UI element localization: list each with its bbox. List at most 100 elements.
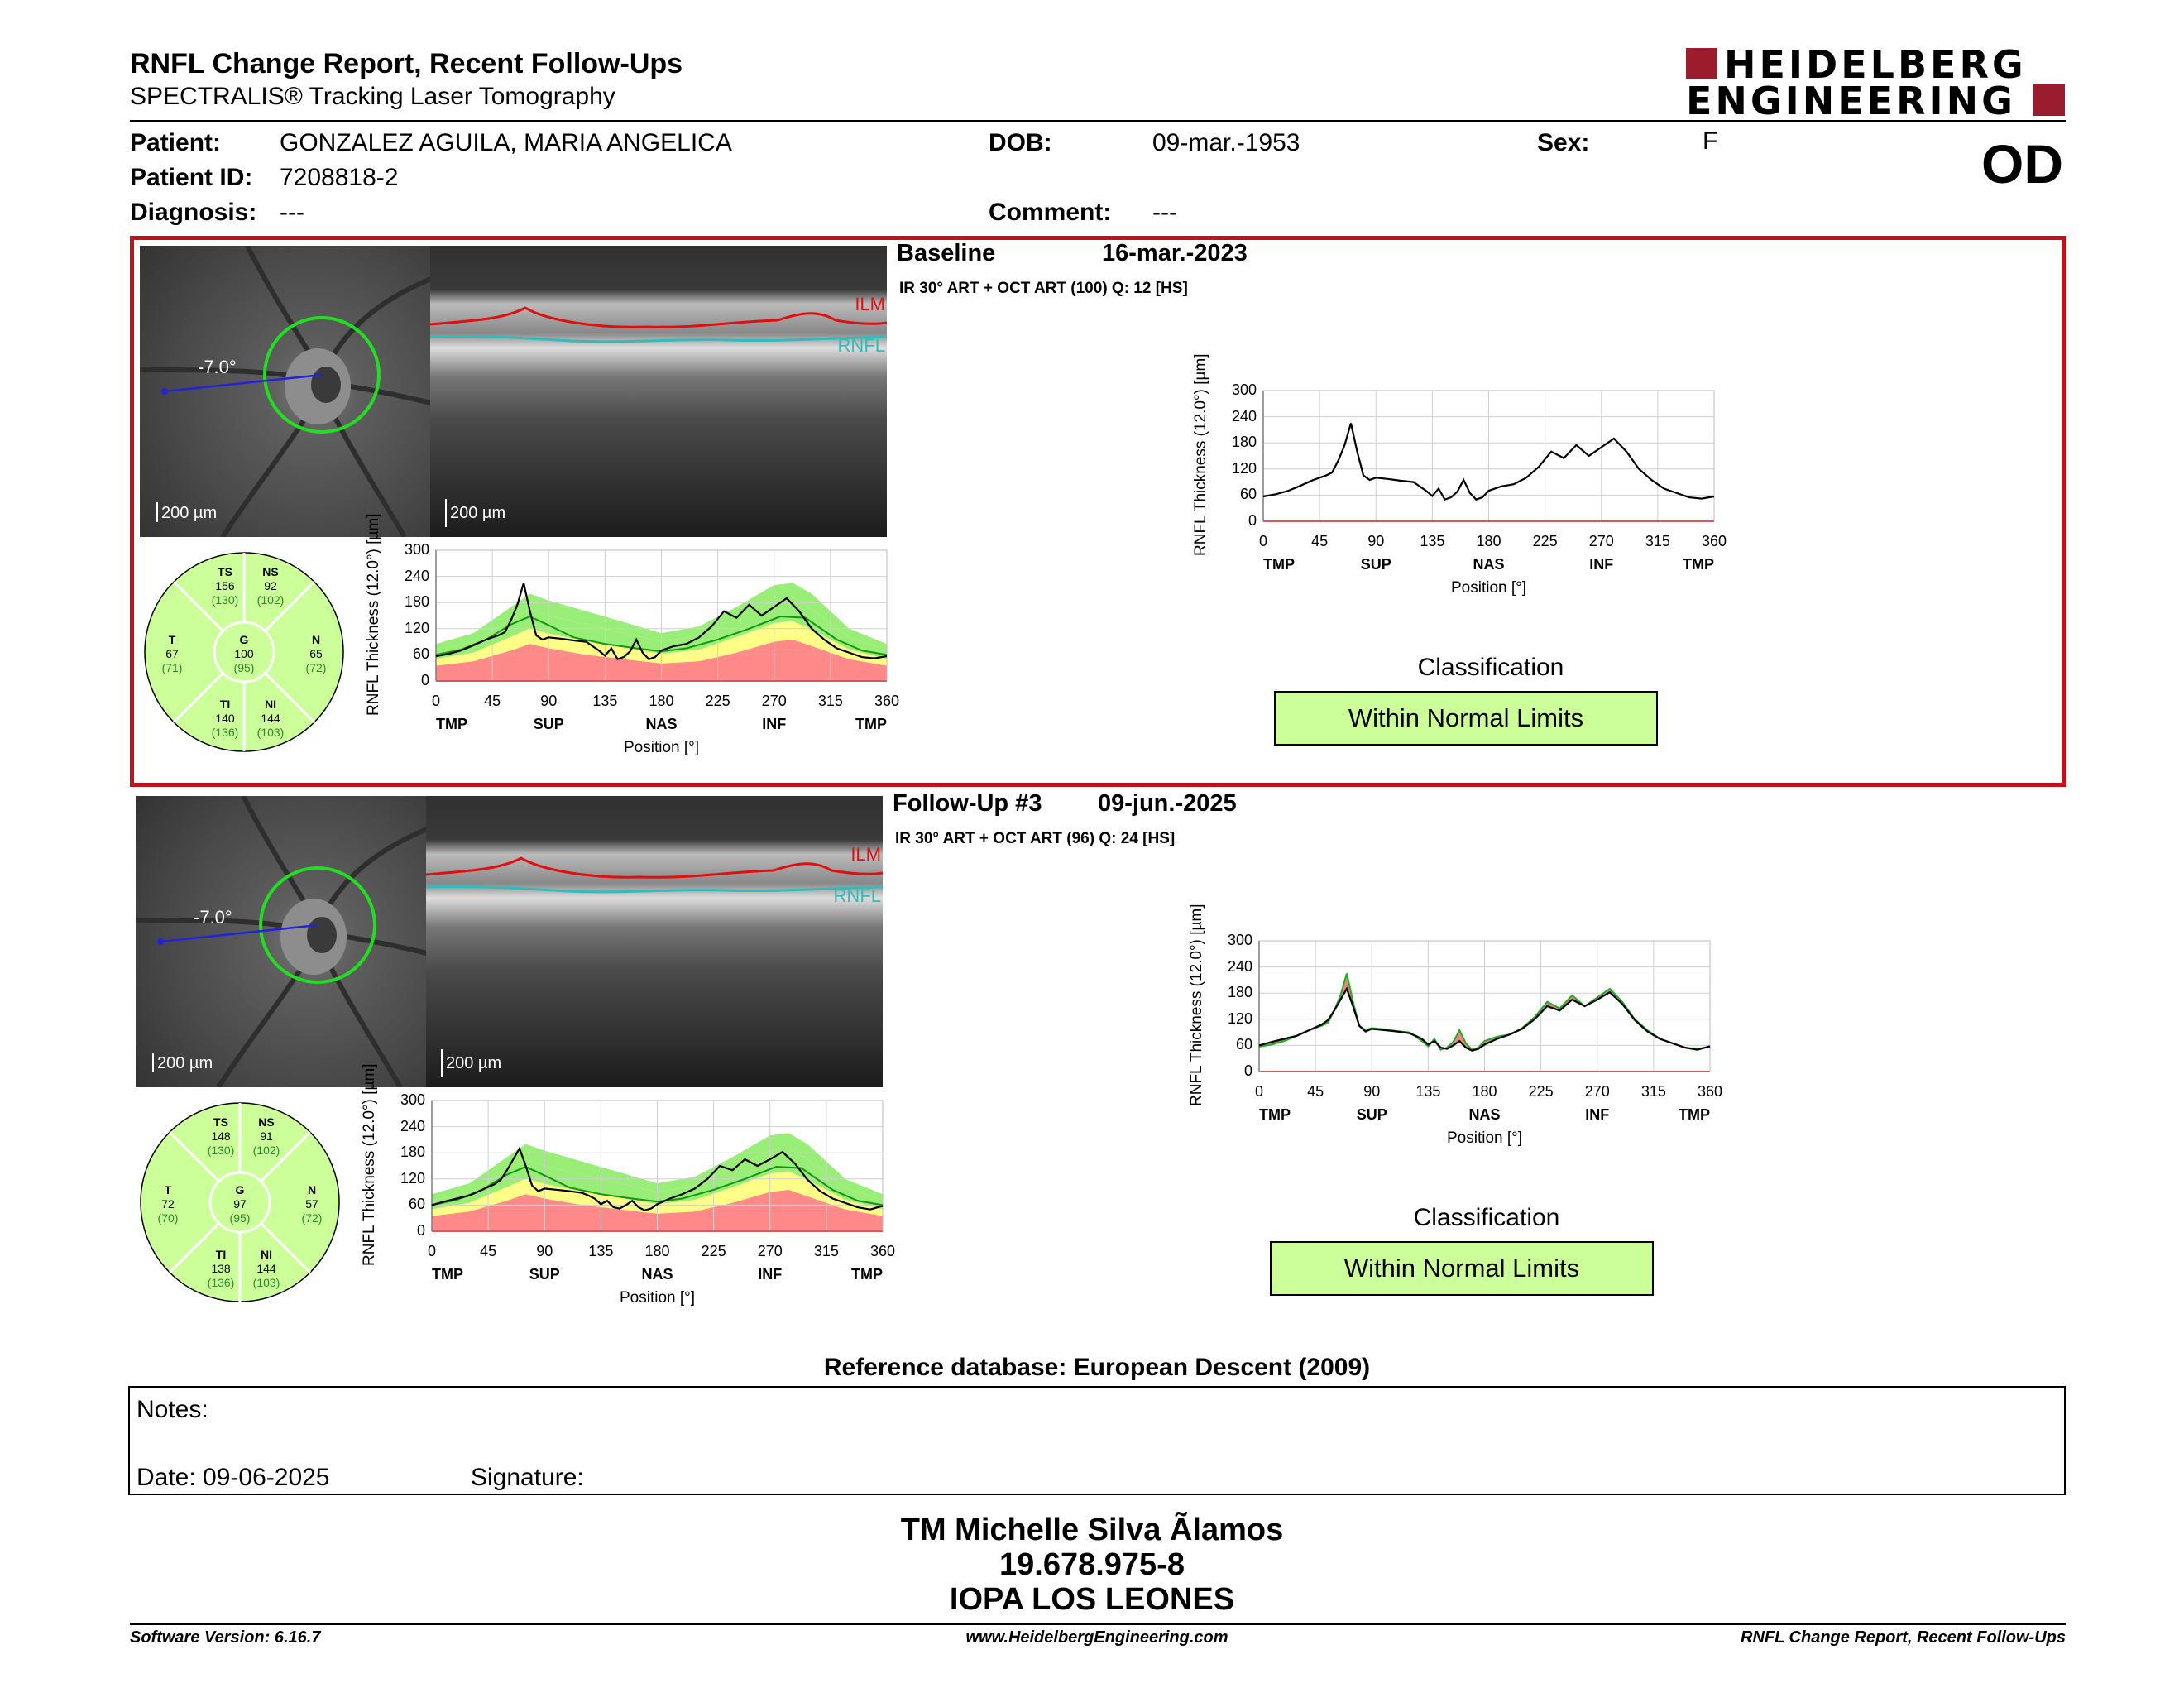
baseline-sector-ti[interactable]: TI 140 (136) xyxy=(200,698,250,740)
baseline-sector-normal: (95) xyxy=(233,661,255,674)
followup-large-series-line xyxy=(1258,986,1711,1052)
followup-large-xtick-label: 270 xyxy=(1584,1083,1610,1100)
followup-sector-ni[interactable]: NI 144 (103) xyxy=(242,1248,291,1290)
followup-large-ytick-label: 0 xyxy=(1243,1062,1252,1079)
followup-sector-value: 148 xyxy=(211,1129,231,1143)
followup-oct-bscan[interactable]: ILM RNFL 200 µm xyxy=(426,796,883,1087)
followup-small-region-label: SUP xyxy=(529,1266,560,1283)
followup-large-region-label: NAS xyxy=(1468,1106,1501,1123)
baseline-angle-label: -7.0° xyxy=(198,357,237,377)
baseline-small-xtick-label: 135 xyxy=(592,693,618,709)
baseline-large-xtick-label: 0 xyxy=(1258,533,1267,549)
followup-oct-layers xyxy=(426,796,883,1087)
followup-large-ytick-label: 180 xyxy=(1227,984,1252,1001)
baseline-sector-name: TI xyxy=(219,698,231,711)
baseline-sector-value: 92 xyxy=(264,579,277,592)
followup-small-xtick-label: 45 xyxy=(480,1243,497,1259)
followup-sector-value: 144 xyxy=(256,1262,276,1275)
followup-sector-name: G xyxy=(235,1183,245,1196)
followup-rnfl-line xyxy=(426,885,883,894)
baseline-acquisition: IR 30° ART + OCT ART (100) Q: 12 [HS] xyxy=(899,280,1188,297)
notes-box[interactable]: Notes: Date: 09-06-2025 Signature: xyxy=(128,1386,2066,1495)
followup-sector-n[interactable]: N 57 (72) xyxy=(287,1183,337,1225)
baseline-sector-chart[interactable]: TS 156 (130) NS 92 (102) T 67 (71) G 100 (95) N 65 (72… xyxy=(142,550,346,754)
followup-sector-value: 138 xyxy=(211,1262,231,1275)
followup-small-x-axis-title: Position [°] xyxy=(619,1289,696,1307)
footer-rule xyxy=(130,1623,2066,1625)
baseline-large-ytick-label: 120 xyxy=(1231,459,1257,477)
followup-small-ytick-label: 0 xyxy=(416,1222,425,1239)
baseline-ilm-label: ILM xyxy=(855,294,885,314)
followup-fundus-scale-bar xyxy=(152,1053,154,1072)
baseline-sector-n[interactable]: N 65 (72) xyxy=(291,633,341,675)
followup-small-series-line xyxy=(431,1146,884,1211)
baseline-sector-name: TS xyxy=(218,565,232,578)
logo-line1: HEIDELBERG xyxy=(1724,42,2027,87)
followup-large-xtick-label: 360 xyxy=(1697,1083,1723,1100)
baseline-sector-svg xyxy=(144,552,344,752)
followup-sector-t[interactable]: T 72 (70) xyxy=(143,1183,193,1225)
comment-value: --- xyxy=(1152,199,1177,226)
diagnosis-label: Diagnosis: xyxy=(130,199,257,226)
followup-large-region-label: TMP xyxy=(1259,1106,1291,1123)
sex-value: F xyxy=(1703,127,1718,155)
followup-small-ytick-label: 240 xyxy=(400,1117,425,1134)
followup-sector-divider xyxy=(169,1131,220,1182)
baseline-angle-line xyxy=(164,373,323,393)
followup-sector-ns[interactable]: NS 91 (102) xyxy=(242,1115,291,1158)
baseline-fundus-image[interactable]: -7.0° 200 µm xyxy=(140,246,431,537)
baseline-sector-name: NS xyxy=(262,565,279,578)
followup-sector-chart[interactable]: TS 148 (130) NS 91 (102) T 72 (70) G 97 (95) N 57 (72)… xyxy=(138,1101,342,1304)
baseline-large-region-label: TMP xyxy=(1683,556,1714,573)
baseline-sector-divider xyxy=(173,581,224,632)
followup-sector-g[interactable]: G 97 (95) xyxy=(215,1183,265,1225)
followup-sector-value: 72 xyxy=(161,1197,175,1211)
followup-small-ytick-label: 180 xyxy=(400,1144,425,1161)
baseline-sector-ts[interactable]: TS 156 (130) xyxy=(200,565,250,607)
baseline-sector-t[interactable]: T 67 (71) xyxy=(147,633,197,675)
followup-sector-normal: (102) xyxy=(252,1144,280,1157)
baseline-oct-bscan[interactable]: ILM RNFL 200 µm xyxy=(430,246,887,537)
followup-fundus-svg xyxy=(136,796,427,1087)
dob-label: DOB: xyxy=(989,129,1052,156)
baseline-fundus-scale-bar xyxy=(156,502,158,522)
baseline-large-region-label: TMP xyxy=(1263,556,1295,573)
followup-sector-name: NS xyxy=(258,1115,275,1129)
followup-large-frame xyxy=(1258,940,1711,1072)
baseline-large-xtick-label: 360 xyxy=(1701,533,1727,549)
website-link[interactable]: www.HeidelbergEngineering.com xyxy=(965,1628,1228,1647)
followup-sector-normal: (103) xyxy=(252,1276,280,1289)
baseline-sector-g[interactable]: G 100 (95) xyxy=(219,633,269,675)
baseline-large-ytick-label: 300 xyxy=(1231,381,1257,398)
baseline-thickness-chart xyxy=(1262,390,1715,522)
baseline-fundus-scale-label: 200 µm xyxy=(161,504,218,522)
followup-sector-divider xyxy=(169,1222,220,1273)
followup-fundus-scale-label: 200 µm xyxy=(157,1054,213,1072)
followup-large-region-label: INF xyxy=(1585,1106,1610,1123)
baseline-small-xtick-label: 270 xyxy=(761,693,787,709)
followup-sector-name: TI xyxy=(215,1248,227,1261)
followup-small-region-label: TMP xyxy=(851,1266,883,1283)
followup-fundus-image[interactable]: -7.0° 200 µm xyxy=(136,796,427,1087)
baseline-small-xtick-label: 0 xyxy=(431,693,440,709)
followup-sector-ts[interactable]: TS 148 (130) xyxy=(196,1115,246,1158)
baseline-ilm-line xyxy=(430,306,887,328)
baseline-sector-value: 144 xyxy=(261,712,280,725)
followup-sector-normal: (70) xyxy=(157,1211,179,1225)
baseline-large-xtick-label: 225 xyxy=(1532,533,1558,549)
followup-large-xtick-label: 225 xyxy=(1528,1083,1554,1100)
patient-id-label: Patient ID: xyxy=(130,164,253,191)
baseline-sector-ni[interactable]: NI 144 (103) xyxy=(246,698,295,740)
followup-large-xtick-label: 135 xyxy=(1415,1083,1441,1100)
baseline-sector-value: 67 xyxy=(165,647,179,660)
followup-sector-ti[interactable]: TI 138 (136) xyxy=(196,1248,246,1290)
followup-small-profile-chart xyxy=(431,1100,884,1232)
baseline-large-y-axis-title: RNFL Thickness (12.0°) [µm] xyxy=(1192,353,1209,557)
followup-small-y-axis-title: RNFL Thickness (12.0°) [µm] xyxy=(361,1063,378,1267)
followup-acquisition: IR 30° ART + OCT ART (96) Q: 24 [HS] xyxy=(895,830,1176,847)
baseline-small-y-axis-title: RNFL Thickness (12.0°) [µm] xyxy=(365,513,382,717)
baseline-sector-ns[interactable]: NS 92 (102) xyxy=(246,565,295,607)
report-subtitle: SPECTRALIS® Tracking Laser Tomography xyxy=(130,83,615,110)
notes-label: Notes: xyxy=(136,1396,208,1423)
baseline-small-xtick-label: 45 xyxy=(484,693,501,709)
